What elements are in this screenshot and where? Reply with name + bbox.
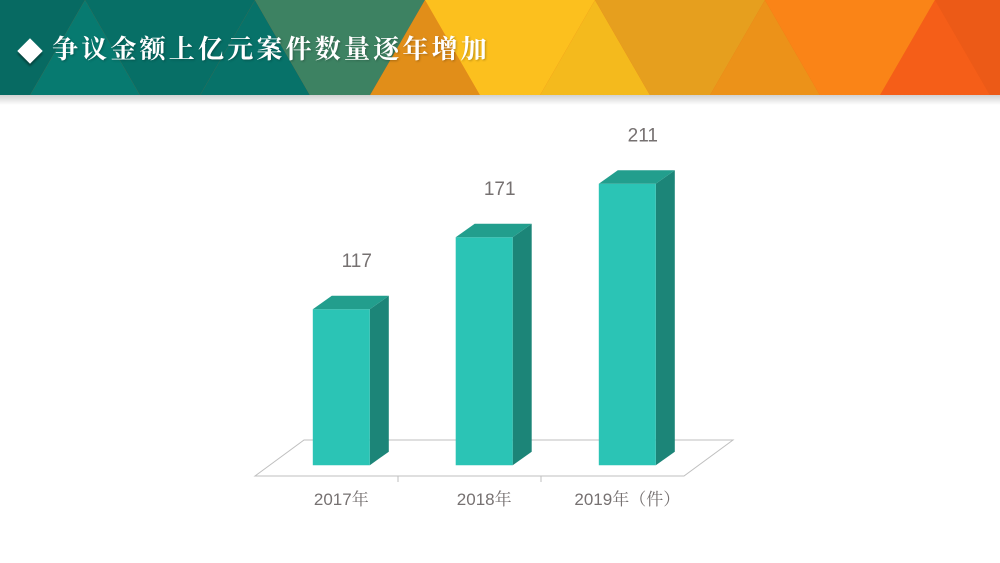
svg-text:117: 117 — [342, 251, 372, 272]
svg-text:2017年: 2017年 — [314, 489, 369, 509]
svg-text:211: 211 — [628, 125, 658, 146]
svg-text:171: 171 — [484, 179, 516, 200]
svg-text:2019年（件）: 2019年（件） — [574, 489, 680, 509]
svg-text:2018年: 2018年 — [457, 489, 512, 509]
